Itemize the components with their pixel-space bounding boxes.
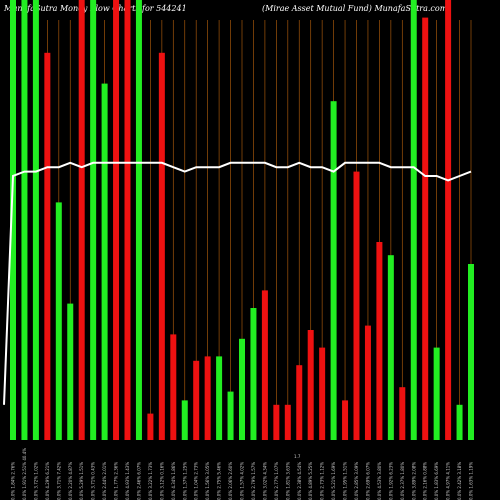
x-tick-label: 0.0% 1.57% 4.02% [240, 462, 245, 500]
bar [216, 356, 223, 440]
bar [250, 308, 257, 440]
x-tick-label: 0.0% 4.29% 6.21% [45, 462, 50, 500]
bar [78, 0, 85, 440]
x-tick-label: 0.0% 3.71% 7.42% [56, 462, 61, 500]
bar [468, 264, 474, 440]
bar [181, 400, 188, 440]
x-tick-label: 0.0% 2.79% 1.57% [251, 462, 256, 500]
x-tick-label: 0.0% 1.37% 1.25% [182, 462, 187, 500]
bar [296, 365, 303, 440]
bars [10, 0, 474, 441]
x-tick-label: 0.0% 1.04% 2.73% [194, 462, 199, 500]
bar [410, 0, 417, 440]
x-tick-label: 0.0% 1.56% 3.05% [205, 462, 210, 500]
x-tick-label: 0.0% 3.02% 4.34% [262, 462, 267, 500]
bar [44, 52, 51, 441]
x-tick-label: 0.0% 2.06% 2.60% [228, 462, 233, 500]
x-tick-label: 0.0% 1.92% 6.23% [388, 462, 393, 500]
x-tick-label: 0.0% 1.95% 1.51% [343, 462, 348, 500]
center-label: 1.7 [294, 454, 301, 459]
bar [353, 171, 360, 440]
x-tick-label: 0.0% 3.89% 2.08% [411, 462, 416, 500]
bar [21, 0, 28, 440]
x-tick-label: 0.0% 1.91% 2.51% 40.4% [22, 448, 27, 500]
x-tick-label: 0.0% 2.46% 6.07% [136, 462, 141, 500]
x-tick-label: 0.0% 2.73% 1.12% [320, 462, 325, 500]
x-tick-label: 0.0% 2.69% 6.07% [365, 462, 370, 500]
bar [376, 242, 383, 440]
x-tick-label: 0.0% 3.12% 0.16% [159, 462, 164, 500]
x-tick-label: 0.0% 3.72% 1.02% [33, 462, 38, 500]
bar [32, 0, 39, 440]
x-tick-label: 0.0% 4.34% 1.86% [171, 462, 176, 500]
bar [10, 0, 16, 440]
price-line [3, 161, 472, 405]
bar [261, 290, 268, 440]
chart-title-right: (Mirae Asset Mutual Fund) MunafaSutra.co… [262, 4, 448, 13]
bar [387, 255, 394, 440]
x-tick-label: 0.0% 2.75% 5.46% [217, 462, 222, 500]
bar [284, 404, 291, 440]
x-tick-label: 0.0% 2.20% 4.87% [68, 462, 73, 500]
bar [124, 0, 131, 440]
x-tick-label: 0.0% 5.21% 1.69% [331, 462, 336, 500]
x-tick-label: 0.0% 2.42% 3.18% [457, 462, 462, 500]
x-tick-labels: 0.0% 1.84% 2.76% 0.0% 1.91% 2.51% 40.4% 0.… [11, 448, 474, 500]
x-tick-label: 0.0% 2.77% 1.07% [274, 462, 279, 500]
x-tick-label: 0.0% 3.71% 0.43% [91, 462, 96, 500]
x-tick-label: 0.0% 2.37% 1.80% [400, 462, 405, 500]
x-tick-label: 0.0% 4.89% 5.25% [308, 462, 313, 500]
bar [433, 347, 440, 440]
x-tick-label: 0.0% 4.53% 3.80% [377, 462, 382, 500]
x-tick-label: 0.0% 1.83% 6.69% [434, 462, 439, 500]
bar [204, 356, 211, 440]
x-tick-label: 0.0% 2.38% 4.54% [297, 462, 302, 500]
bar [170, 334, 177, 440]
bar [227, 391, 234, 440]
bar [342, 400, 349, 440]
x-tick-label: 0.0% 4.97% 4.11% [446, 462, 451, 500]
bar [147, 413, 154, 440]
x-tick-label: 0.0% 1.84% 2.76% [11, 462, 16, 500]
bar [422, 17, 429, 440]
bar [445, 0, 452, 440]
x-tick-label: 0.0% 2.44% 2.01% [102, 462, 107, 500]
bar [399, 387, 406, 440]
x-tick-label: 0.0% 1.77% 2.36% [114, 462, 119, 500]
x-tick-label: 0.0% 4.93% 1.43% [125, 462, 130, 500]
x-tick-label: 0.0% 2.85% 3.09% [354, 462, 359, 500]
bar [239, 338, 245, 440]
bar [55, 202, 62, 440]
x-tick-label: 0.0% 1.63% 1.19% [469, 462, 474, 500]
bar [273, 404, 280, 440]
bar [158, 52, 165, 441]
x-tick-label: 0.0% 5.29% 1.51% [79, 462, 84, 500]
x-tick-label: 0.0% 1.81% 3.63% [285, 462, 290, 500]
bar [135, 0, 142, 440]
x-tick-label: 0.0% 2.16% 0.88% [423, 462, 428, 500]
bar [90, 0, 97, 440]
bar [67, 303, 74, 440]
bar [319, 347, 326, 440]
x-tick-label: 0.0% 3.22% 1.73% [148, 462, 153, 500]
bar [113, 0, 120, 440]
bar [193, 360, 200, 440]
bar [456, 404, 463, 440]
bar [101, 83, 108, 440]
bar [307, 330, 314, 440]
bar [330, 101, 337, 440]
bar [364, 325, 371, 440]
